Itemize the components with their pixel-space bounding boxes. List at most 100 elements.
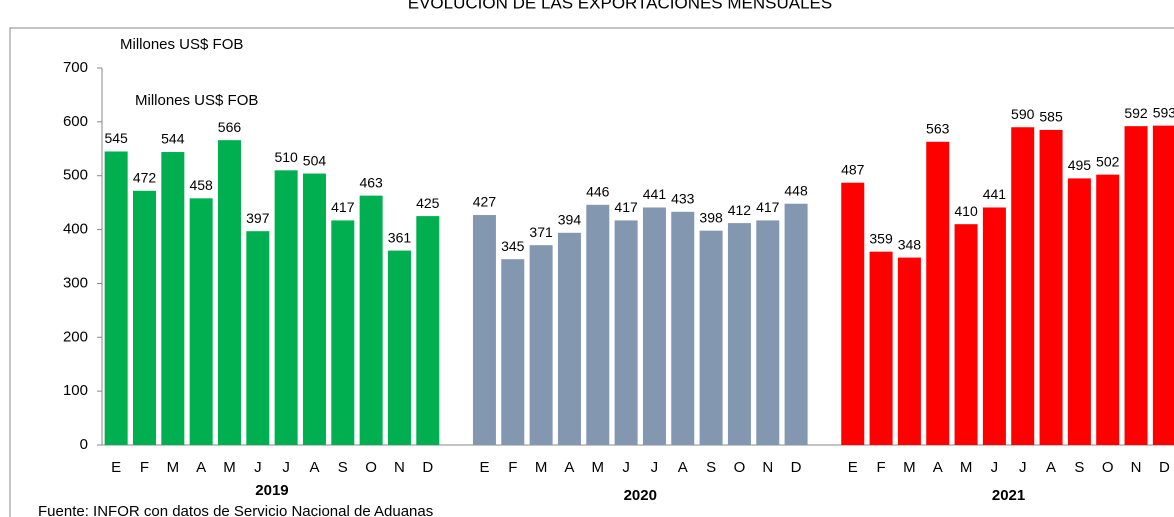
x-tick-label: J [282, 459, 290, 476]
y-tick-label: 300 [63, 274, 88, 291]
bar [897, 257, 921, 445]
value-label: 593 [1153, 104, 1174, 120]
bar [784, 203, 808, 445]
x-tick-label: E [479, 459, 489, 476]
bar [189, 198, 213, 445]
bar [1152, 125, 1174, 446]
value-label: 592 [1124, 105, 1148, 121]
bar [302, 173, 326, 445]
x-tick-label: S [1074, 459, 1084, 476]
value-label: 495 [1068, 157, 1092, 173]
value-label: 359 [869, 230, 893, 246]
value-label: 446 [586, 184, 610, 200]
group-label: 2020 [624, 487, 657, 504]
value-label: 566 [218, 119, 242, 135]
y-tick-label: 200 [63, 328, 88, 345]
bar [387, 250, 411, 445]
x-tick-label: A [196, 459, 206, 476]
bar [1011, 127, 1035, 445]
value-label: 441 [643, 186, 667, 202]
x-tick-label: D [422, 459, 433, 476]
x-tick-label: J [991, 459, 999, 476]
x-tick-label: M [903, 459, 916, 476]
bar [104, 151, 128, 445]
bar [529, 245, 553, 445]
bar [841, 182, 865, 446]
x-tick-label: J [1019, 459, 1027, 476]
bar [614, 220, 638, 445]
value-label: 394 [558, 212, 582, 228]
x-tick-label: M [535, 459, 548, 476]
value-label: 448 [784, 182, 808, 198]
value-label: 545 [104, 130, 128, 146]
x-tick-label: J [651, 459, 659, 476]
bar [869, 251, 893, 445]
x-tick-label: A [309, 459, 319, 476]
bar [359, 195, 383, 445]
bar [472, 215, 496, 445]
value-label: 487 [841, 161, 865, 177]
x-tick-label: J [254, 459, 262, 476]
bar [246, 231, 270, 445]
value-label: 472 [133, 169, 157, 185]
bar [982, 207, 1006, 445]
y-tick-label: 600 [63, 113, 88, 130]
x-tick-label: M [960, 459, 973, 476]
bar [1096, 174, 1120, 445]
x-tick-label: O [1102, 459, 1114, 476]
bar [671, 211, 695, 445]
x-tick-label: J [622, 459, 630, 476]
value-label: 590 [1011, 106, 1035, 122]
x-tick-label: M [592, 459, 605, 476]
bar [1124, 126, 1148, 445]
y-tick-label: 500 [63, 167, 88, 184]
annotation: Millones US$ FOB [135, 92, 258, 109]
y-tick-label: 100 [63, 382, 88, 399]
bar [1039, 129, 1063, 445]
value-label: 361 [388, 229, 412, 245]
bar [416, 216, 440, 445]
x-tick-label: D [1159, 459, 1170, 476]
x-tick-label: N [1131, 459, 1142, 476]
value-label: 417 [331, 199, 355, 215]
bar [756, 220, 780, 445]
value-label: 502 [1096, 153, 1120, 169]
y-tick-label: 700 [63, 59, 88, 76]
value-label: 345 [501, 238, 525, 254]
bar [274, 170, 298, 446]
x-tick-label: O [734, 459, 746, 476]
group-label: 2021 [992, 487, 1025, 504]
value-label: 510 [274, 149, 298, 165]
value-label: 427 [473, 194, 497, 210]
bar [926, 141, 950, 445]
value-label: 463 [359, 174, 383, 190]
bar [161, 152, 185, 445]
value-label: 417 [756, 199, 780, 215]
value-label: 458 [189, 177, 213, 193]
value-label: 348 [898, 236, 922, 252]
value-label: 417 [614, 199, 638, 215]
y-axis-label: Millones US$ FOB [120, 36, 243, 53]
chart-title: EVOLUCIÓN DE LAS EXPORTACIONES MENSUALES [408, 0, 833, 12]
x-tick-label: E [848, 459, 858, 476]
x-tick-label: A [1046, 459, 1056, 476]
x-tick-label: A [933, 459, 943, 476]
group-label: 2019 [255, 482, 288, 499]
value-label: 412 [728, 202, 752, 218]
value-label: 585 [1039, 109, 1063, 125]
chart-frame [9, 27, 1174, 517]
x-tick-label: F [140, 459, 149, 476]
bar [501, 259, 525, 445]
bar [642, 207, 666, 445]
value-label: 563 [926, 120, 950, 136]
y-tick-label: 0 [80, 436, 88, 453]
value-label: 544 [161, 131, 185, 147]
bar [331, 220, 355, 445]
value-label: 398 [699, 209, 723, 225]
x-tick-label: F [508, 459, 517, 476]
bar [217, 140, 241, 445]
value-label: 425 [416, 195, 440, 211]
x-tick-label: N [394, 459, 405, 476]
x-tick-label: A [564, 459, 574, 476]
bar [699, 230, 723, 445]
